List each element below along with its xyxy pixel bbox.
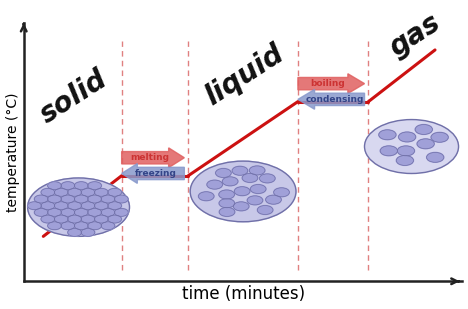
- Circle shape: [190, 161, 296, 222]
- Circle shape: [417, 139, 434, 149]
- Circle shape: [365, 120, 459, 173]
- Circle shape: [250, 184, 266, 193]
- Circle shape: [74, 222, 88, 230]
- Circle shape: [34, 195, 48, 203]
- Circle shape: [61, 209, 75, 216]
- Circle shape: [198, 192, 214, 201]
- Y-axis label: temperature (°C): temperature (°C): [6, 92, 20, 212]
- Circle shape: [54, 215, 68, 223]
- Circle shape: [81, 188, 95, 196]
- Circle shape: [54, 202, 68, 210]
- Circle shape: [399, 132, 416, 142]
- Circle shape: [88, 195, 102, 203]
- Circle shape: [95, 188, 108, 196]
- Circle shape: [108, 215, 122, 223]
- Circle shape: [95, 215, 108, 223]
- FancyArrow shape: [298, 90, 365, 109]
- Circle shape: [48, 182, 61, 190]
- Circle shape: [222, 177, 238, 186]
- Circle shape: [108, 188, 122, 196]
- Circle shape: [232, 166, 248, 175]
- Text: melting: melting: [131, 153, 169, 162]
- Circle shape: [219, 199, 234, 208]
- Circle shape: [427, 152, 444, 162]
- Circle shape: [48, 209, 61, 216]
- Circle shape: [61, 195, 75, 203]
- Circle shape: [41, 215, 55, 223]
- FancyArrow shape: [122, 148, 184, 168]
- Text: solid: solid: [35, 65, 113, 129]
- Circle shape: [242, 173, 258, 182]
- Circle shape: [54, 188, 68, 196]
- Circle shape: [115, 195, 128, 203]
- Circle shape: [74, 195, 88, 203]
- Circle shape: [259, 174, 275, 183]
- Circle shape: [396, 155, 414, 165]
- Circle shape: [219, 190, 234, 199]
- X-axis label: time (minutes): time (minutes): [182, 286, 305, 303]
- Circle shape: [68, 202, 81, 210]
- Circle shape: [431, 132, 448, 142]
- Circle shape: [41, 188, 55, 196]
- Circle shape: [48, 195, 61, 203]
- Circle shape: [266, 195, 281, 204]
- Circle shape: [101, 209, 115, 216]
- Circle shape: [34, 209, 48, 216]
- Circle shape: [216, 168, 231, 177]
- Circle shape: [68, 215, 81, 223]
- Circle shape: [274, 188, 289, 197]
- Circle shape: [81, 215, 95, 223]
- Circle shape: [88, 222, 102, 230]
- Text: liquid: liquid: [200, 40, 289, 111]
- Circle shape: [68, 188, 81, 196]
- Circle shape: [415, 125, 432, 134]
- Circle shape: [219, 207, 235, 216]
- Text: freezing: freezing: [135, 169, 177, 178]
- Circle shape: [207, 180, 222, 189]
- Circle shape: [247, 196, 263, 205]
- Circle shape: [88, 182, 102, 190]
- Circle shape: [74, 209, 88, 216]
- Circle shape: [101, 222, 115, 230]
- Circle shape: [48, 222, 61, 230]
- Circle shape: [234, 187, 250, 196]
- Circle shape: [28, 202, 41, 210]
- Circle shape: [81, 228, 95, 236]
- Text: gas: gas: [384, 8, 446, 62]
- Circle shape: [380, 146, 397, 156]
- Circle shape: [397, 146, 415, 156]
- Circle shape: [249, 166, 265, 175]
- Circle shape: [95, 202, 108, 210]
- FancyArrow shape: [122, 163, 184, 183]
- Circle shape: [108, 202, 122, 210]
- Circle shape: [257, 205, 273, 214]
- Text: condensing: condensing: [305, 95, 364, 104]
- Circle shape: [379, 130, 396, 140]
- Circle shape: [61, 222, 75, 230]
- Circle shape: [234, 202, 249, 211]
- Circle shape: [28, 178, 130, 236]
- Circle shape: [81, 202, 95, 210]
- Circle shape: [68, 228, 81, 236]
- Circle shape: [115, 209, 128, 216]
- Circle shape: [61, 182, 75, 190]
- Circle shape: [101, 195, 115, 203]
- FancyArrow shape: [298, 74, 365, 94]
- Circle shape: [41, 202, 55, 210]
- Text: boiling: boiling: [310, 79, 345, 88]
- Circle shape: [74, 182, 88, 190]
- Circle shape: [88, 209, 102, 216]
